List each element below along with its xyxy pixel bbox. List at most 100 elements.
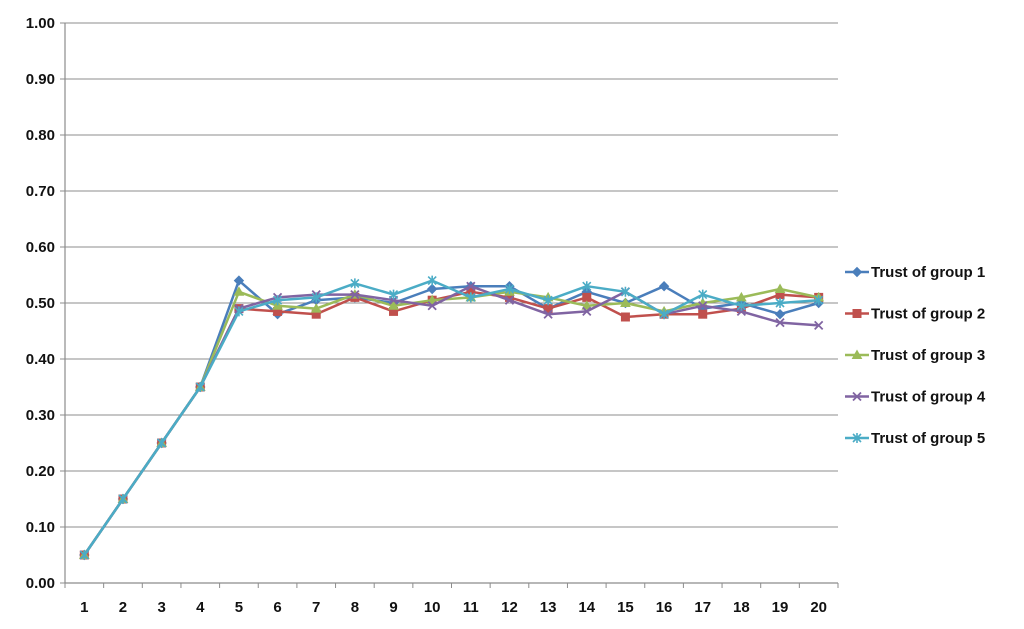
data-point-marker: [350, 289, 360, 300]
data-point-marker: [427, 275, 437, 286]
legend-label: Trust of group 5: [871, 430, 985, 447]
x-tick-label: 3: [157, 599, 165, 616]
data-point-marker: [466, 281, 476, 291]
y-tick-label: 0.00: [26, 575, 55, 592]
x-tick-label: 13: [540, 599, 557, 616]
data-point-marker: [195, 382, 205, 392]
data-point-marker: [118, 494, 128, 504]
y-tick-label: 1.00: [26, 15, 55, 32]
y-tick-label: 0.70: [26, 183, 55, 200]
data-point-marker: [774, 283, 786, 293]
data-point-marker: [350, 278, 360, 289]
data-point-marker: [620, 297, 631, 307]
data-point-marker: [775, 317, 785, 328]
x-tick-label: 15: [617, 599, 634, 616]
x-tick-label: 20: [810, 599, 827, 616]
legend-swatch-marker: [852, 309, 862, 318]
y-tick-label: 0.10: [26, 519, 55, 536]
data-point-marker: [774, 308, 786, 320]
series-lines: [78, 275, 825, 561]
series-line-1: [83, 279, 820, 556]
legend: Trust of group 1 Trust of group 2 Trust of…: [845, 264, 986, 447]
x-tick-label: 14: [578, 599, 595, 616]
data-point-marker: [698, 309, 708, 319]
y-tick-label: 0.50: [26, 295, 55, 312]
legend-item-4: Trust of group 4: [845, 389, 986, 406]
legend-item-3: Trust of group 3: [845, 347, 985, 364]
data-point-marker: [582, 292, 592, 302]
data-point-marker: [234, 306, 244, 317]
x-tick-label: 5: [235, 599, 243, 616]
data-point-marker: [543, 309, 553, 319]
legend-item-1: Trust of group 1: [845, 264, 985, 281]
y-tick-label: 0.20: [26, 463, 55, 480]
x-tick-label: 11: [463, 599, 479, 616]
legend-label: Trust of group 4: [871, 389, 986, 406]
data-point-marker: [426, 283, 438, 295]
data-point-marker: [233, 286, 245, 296]
legend-item-2: Trust of group 2: [845, 306, 985, 323]
data-point-marker: [698, 301, 708, 311]
data-point-marker: [504, 284, 515, 294]
data-point-marker: [581, 300, 593, 310]
series-line-5: [83, 279, 819, 556]
legend-label: Trust of group 1: [871, 264, 985, 281]
axes: 0.00 0.10 0.20 0.30 0.40 0.50 0.60 0.70 0.80 0.90…: [26, 15, 839, 616]
x-tick-label: 17: [694, 599, 711, 616]
data-point-marker: [311, 292, 321, 303]
x-tick-label: 19: [772, 599, 789, 616]
series-group-5: [79, 275, 824, 560]
data-point-marker: [427, 301, 437, 311]
x-tick-label: 2: [119, 599, 127, 616]
x-tick-label: 18: [733, 599, 750, 616]
y-tick-label: 0.30: [26, 407, 55, 424]
data-point-marker: [157, 438, 167, 448]
legend-label: Trust of group 2: [871, 306, 985, 323]
series-group-2: [79, 287, 824, 560]
data-point-marker: [582, 306, 592, 317]
data-point-marker: [698, 289, 708, 300]
y-tick-label: 0.60: [26, 239, 55, 256]
data-point-marker: [543, 295, 553, 306]
gridlines: [65, 22, 838, 528]
y-tick-label: 0.90: [26, 71, 55, 88]
data-point-marker: [388, 300, 399, 310]
legend-swatch-marker: [851, 349, 863, 359]
data-point-marker: [273, 295, 283, 306]
x-tick-label: 7: [312, 599, 320, 616]
data-point-marker: [79, 550, 89, 560]
data-point-marker: [659, 309, 669, 320]
x-tick-label: 10: [424, 599, 441, 616]
data-point-marker: [620, 286, 630, 297]
data-point-marker: [620, 312, 630, 322]
legend-swatch-marker: [852, 391, 862, 402]
legend-item-5: Trust of group 5: [845, 430, 985, 447]
legend-label: Trust of group 3: [871, 347, 985, 364]
data-point-marker: [775, 298, 785, 308]
series-group-3: [78, 283, 825, 559]
x-tick-label: 4: [196, 599, 205, 616]
data-point-marker: [466, 292, 476, 303]
x-tick-label: 8: [351, 599, 359, 616]
series-line-3: [83, 287, 819, 556]
series-line-4: [83, 284, 819, 556]
data-point-marker: [272, 300, 283, 310]
data-point-marker: [658, 280, 670, 292]
legend-swatch-marker: [852, 433, 862, 443]
data-point-marker: [310, 303, 322, 313]
legend-swatch-marker: [851, 266, 863, 278]
data-point-marker: [504, 295, 515, 305]
series-group-4: [79, 281, 824, 560]
x-tick-label: 6: [273, 599, 281, 616]
data-point-marker: [582, 281, 592, 292]
data-point-marker: [426, 294, 438, 305]
x-tick-label: 16: [656, 599, 673, 616]
data-point-marker: [814, 295, 824, 306]
x-tick-label: 12: [501, 599, 518, 616]
data-point-marker: [736, 300, 746, 311]
x-tick-label: 1: [80, 599, 88, 616]
y-tick-label: 0.40: [26, 351, 55, 368]
series-group-1: [79, 275, 824, 561]
